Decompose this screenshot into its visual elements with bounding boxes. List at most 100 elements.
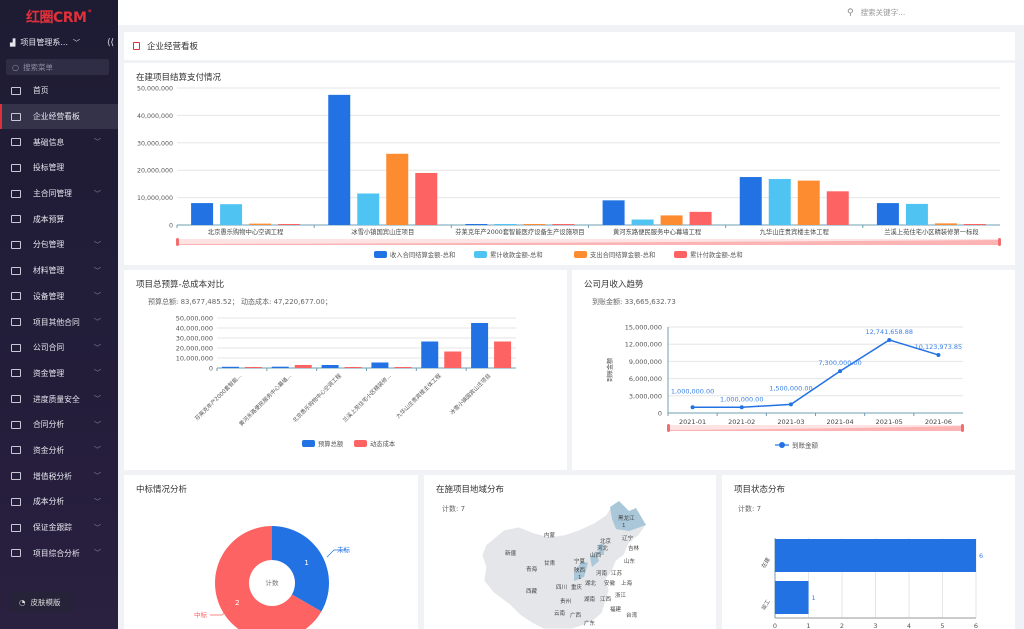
sidebar-item-3[interactable]: 投标管理 xyxy=(0,155,118,181)
bar[interactable] xyxy=(321,365,339,368)
map-label: 宁夏 xyxy=(574,559,586,565)
legend-swatch[interactable] xyxy=(674,251,687,258)
legend-swatch[interactable] xyxy=(374,251,387,258)
bar[interactable] xyxy=(876,203,899,225)
sidebar-item-label: 公司合同 xyxy=(33,343,65,353)
zoom-slider[interactable] xyxy=(177,239,1000,245)
region-heilongjiang[interactable] xyxy=(610,501,646,531)
slider-handle-left[interactable] xyxy=(667,424,670,432)
slider-handle-left[interactable] xyxy=(176,238,179,246)
data-point[interactable] xyxy=(936,352,941,357)
slider-handle-right[interactable] xyxy=(961,424,964,432)
skin-template-button[interactable]: ◔ 皮肤模版 xyxy=(11,592,71,612)
bar[interactable] xyxy=(444,351,462,369)
map-label: 河南 xyxy=(596,571,608,577)
sidebar: 红圈CRM° ▟ 项目管理系... ﹀ ⟨⟨ ○ 搜索菜单 首页企业经营看板 基础… xyxy=(0,0,118,629)
sidebar-item-1[interactable]: 企业经营看板 xyxy=(0,103,118,130)
sidebar-item-17[interactable]: 保证金跟踪 ﹀ xyxy=(0,515,118,541)
region-hebei[interactable] xyxy=(598,543,604,555)
bar[interactable] xyxy=(465,224,488,225)
bar[interactable] xyxy=(494,341,512,369)
bar[interactable] xyxy=(934,223,957,225)
data-point[interactable] xyxy=(838,369,843,374)
sidebar-item-0[interactable]: 首页 xyxy=(0,78,118,104)
sidebar-item-18[interactable]: 项目综合分析 ﹀ xyxy=(0,540,118,566)
data-label: 1,500,000.00 xyxy=(769,384,812,392)
china-map[interactable] xyxy=(424,475,716,629)
bar[interactable] xyxy=(660,215,683,225)
bar[interactable] xyxy=(271,366,289,368)
legend-swatch[interactable] xyxy=(474,251,487,258)
bar[interactable] xyxy=(631,219,654,225)
bar[interactable] xyxy=(689,211,712,225)
sidebar-item-15[interactable]: 增值税分析 ﹀ xyxy=(0,463,118,489)
page-scrollbar[interactable] xyxy=(1017,60,1024,629)
bar[interactable] xyxy=(244,367,262,368)
sidebar-item-8[interactable]: 设备管理 ﹀ xyxy=(0,284,118,310)
donut-slice-0[interactable] xyxy=(272,526,329,612)
bar[interactable] xyxy=(421,341,439,369)
sidebar-item-label: 首页 xyxy=(33,86,49,96)
sidebar-item-6[interactable]: 分包管理 ﹀ xyxy=(0,232,118,258)
data-point[interactable] xyxy=(690,405,695,410)
sidebar-item-12[interactable]: 进度质量安全 ﹀ xyxy=(0,386,118,412)
bar[interactable] xyxy=(826,191,849,225)
sidebar-item-7[interactable]: 材料管理 ﹀ xyxy=(0,258,118,284)
zoom-slider[interactable] xyxy=(668,425,963,431)
system-switcher[interactable]: ▟ 项目管理系... ﹀ ⟨⟨ xyxy=(10,37,114,48)
bar[interactable] xyxy=(552,224,575,225)
bar[interactable] xyxy=(220,204,243,225)
menu-search-input[interactable]: ○ 搜索菜单 xyxy=(6,59,109,75)
legend-swatch[interactable] xyxy=(354,440,367,447)
bar[interactable] xyxy=(768,178,791,225)
sidebar-item-5[interactable]: 成本预算 xyxy=(0,206,118,232)
legend-swatch[interactable] xyxy=(302,440,315,447)
bar[interactable] xyxy=(278,224,301,225)
slider-handle-right[interactable] xyxy=(998,238,1001,246)
bar[interactable] xyxy=(344,367,362,368)
bar[interactable] xyxy=(415,172,438,225)
bar[interactable] xyxy=(905,203,928,225)
map-label: 四川 xyxy=(556,585,568,591)
region-shanxi[interactable] xyxy=(590,551,599,567)
sidebar-item-2[interactable]: 基础信息 ﹀ xyxy=(0,129,118,155)
map-region-label: 北京 xyxy=(600,539,612,545)
bar[interactable] xyxy=(394,367,412,368)
bar[interactable] xyxy=(523,224,546,225)
sidebar-item-4[interactable]: 主合同管理 ﹀ xyxy=(0,181,118,207)
bar[interactable] xyxy=(602,200,625,225)
bar[interactable] xyxy=(775,539,976,572)
bar[interactable] xyxy=(371,362,389,369)
donut-slice-1[interactable] xyxy=(215,526,322,629)
sidebar-item-10[interactable]: 公司合同 ﹀ xyxy=(0,335,118,361)
bar[interactable] xyxy=(739,177,762,225)
region-shaanxi[interactable] xyxy=(574,561,588,581)
bar[interactable] xyxy=(328,94,351,225)
bar[interactable] xyxy=(249,223,272,225)
top-bar: ⚲ 搜索关键字... xyxy=(118,0,1024,25)
bar[interactable] xyxy=(494,224,517,225)
bar[interactable] xyxy=(221,366,239,368)
bar[interactable] xyxy=(797,180,820,225)
sidebar-item-14[interactable]: 资金分析 ﹀ xyxy=(0,438,118,464)
sidebar-item-13[interactable]: 合同分析 ﹀ xyxy=(0,412,118,438)
bar[interactable] xyxy=(294,365,312,368)
data-point[interactable] xyxy=(887,337,892,342)
sidebar-item-11[interactable]: 资金管理 ﹀ xyxy=(0,361,118,387)
bar[interactable] xyxy=(357,193,380,225)
sidebar-item-16[interactable]: 成本分析 ﹀ xyxy=(0,489,118,515)
data-point[interactable] xyxy=(739,405,744,410)
data-point[interactable] xyxy=(788,402,793,407)
bar[interactable] xyxy=(471,323,489,368)
legend-marker[interactable] xyxy=(779,442,785,448)
sidebar-item-9[interactable]: 项目其他合同 ﹀ xyxy=(0,309,118,335)
home-icon xyxy=(11,86,21,95)
bar[interactable] xyxy=(386,153,409,225)
logo[interactable]: 红圈CRM° xyxy=(26,7,92,27)
collapse-sidebar-icon[interactable]: ⟨⟨ xyxy=(106,37,114,48)
keyword-search-input[interactable]: ⚲ 搜索关键字... xyxy=(847,7,905,18)
bar[interactable] xyxy=(191,203,214,225)
legend-swatch[interactable] xyxy=(574,251,587,258)
bar[interactable] xyxy=(775,581,809,614)
bar[interactable] xyxy=(963,224,986,225)
